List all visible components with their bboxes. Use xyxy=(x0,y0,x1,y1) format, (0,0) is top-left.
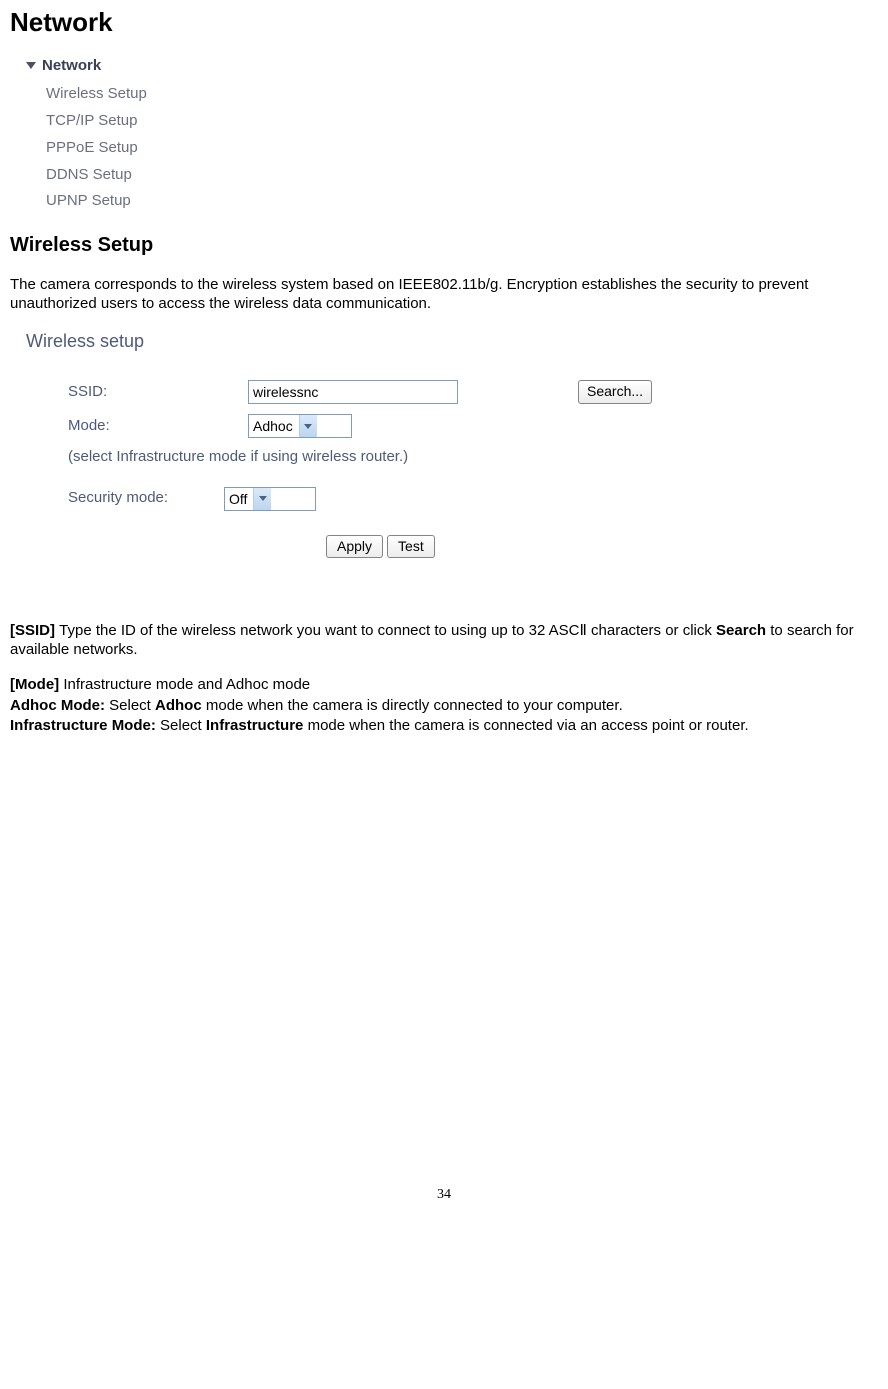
adhoc-def-c: mode when the camera is directly connect… xyxy=(202,697,623,714)
ssid-definition: [SSID] Type the ID of the wireless netwo… xyxy=(10,622,878,660)
network-nav-panel: Network Wireless Setup TCP/IP Setup PPPo… xyxy=(26,57,878,212)
nav-item-pppoe-setup[interactable]: PPPoE Setup xyxy=(46,139,878,158)
page-number: 34 xyxy=(10,1186,878,1204)
ssid-input[interactable] xyxy=(248,380,458,404)
infra-def-c: mode when the camera is connected via an… xyxy=(303,717,748,734)
mode-row: Mode: Adhoc xyxy=(68,414,878,438)
nav-header[interactable]: Network xyxy=(26,57,878,76)
chevron-down-icon xyxy=(253,488,271,510)
adhoc-def-a: Select xyxy=(109,697,155,714)
intro-paragraph: The camera corresponds to the wireless s… xyxy=(10,276,878,314)
mode-note: (select Infrastructure mode if using wir… xyxy=(68,448,878,467)
mode-select[interactable]: Adhoc xyxy=(248,414,352,438)
security-select-value: Off xyxy=(225,488,253,510)
ssid-row: SSID: Search... xyxy=(68,380,878,404)
page-title: Network xyxy=(10,6,878,39)
apply-button[interactable]: Apply xyxy=(326,535,383,559)
mode-label: Mode: xyxy=(68,417,248,436)
button-row: Apply Test xyxy=(326,535,878,559)
adhoc-def-b: Adhoc xyxy=(155,697,202,714)
security-row: Security mode: Off xyxy=(68,487,878,511)
ssid-label: SSID: xyxy=(68,383,248,402)
search-button[interactable]: Search... xyxy=(578,380,652,404)
mode-definition: [Mode] Infrastructure mode and Adhoc mod… xyxy=(10,676,878,695)
chevron-down-icon xyxy=(299,415,317,437)
infra-def-b: Infrastructure xyxy=(206,717,304,734)
mode-tag: [Mode] xyxy=(10,676,63,693)
nav-items-list: Wireless Setup TCP/IP Setup PPPoE Setup … xyxy=(46,85,878,211)
infra-definition: Infrastructure Mode: Select Infrastructu… xyxy=(10,717,878,736)
nav-item-upnp-setup[interactable]: UPNP Setup xyxy=(46,192,878,211)
nav-header-label: Network xyxy=(42,57,101,76)
section-heading: Wireless Setup xyxy=(10,233,878,258)
ssid-def-search: Search xyxy=(716,622,766,639)
infra-tag: Infrastructure Mode: xyxy=(10,717,160,734)
infra-def-a: Select xyxy=(160,717,206,734)
mode-select-value: Adhoc xyxy=(249,415,299,437)
wireless-setup-panel: Wireless setup SSID: Search... Mode: Adh… xyxy=(26,330,878,559)
adhoc-tag: Adhoc Mode: xyxy=(10,697,109,714)
nav-item-ddns-setup[interactable]: DDNS Setup xyxy=(46,166,878,185)
security-select[interactable]: Off xyxy=(224,487,316,511)
adhoc-definition: Adhoc Mode: Select Adhoc mode when the c… xyxy=(10,697,878,716)
security-label: Security mode: xyxy=(68,489,224,508)
test-button[interactable]: Test xyxy=(387,535,435,559)
ssid-def-text-a: Type the ID of the wireless network you … xyxy=(59,622,716,639)
mode-def-text: Infrastructure mode and Adhoc mode xyxy=(63,676,310,693)
definitions-block: [SSID] Type the ID of the wireless netwo… xyxy=(10,622,878,736)
expand-triangle-icon xyxy=(26,62,36,69)
nav-item-tcpip-setup[interactable]: TCP/IP Setup xyxy=(46,112,878,131)
ssid-tag: [SSID] xyxy=(10,622,59,639)
nav-item-wireless-setup[interactable]: Wireless Setup xyxy=(46,85,878,104)
setup-panel-title: Wireless setup xyxy=(26,330,878,353)
